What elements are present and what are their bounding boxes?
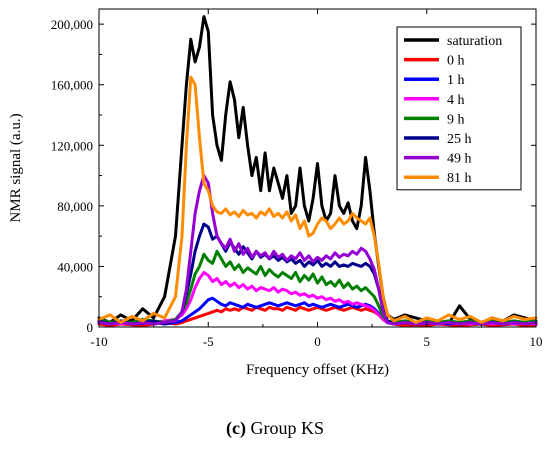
- series-line-5: [97, 222, 538, 326]
- y-tick-label: 80,000: [57, 199, 93, 214]
- caption-text: Group KS: [245, 418, 324, 438]
- series-line-0: [97, 15, 538, 326]
- legend-label-7: 81 h: [447, 171, 472, 186]
- y-tick-label: 40,000: [57, 259, 93, 274]
- legend-box: [396, 26, 522, 191]
- legend-label-5: 25 h: [447, 132, 472, 147]
- y-tick-label: 120,000: [51, 138, 93, 153]
- legend-label-0: saturation: [447, 34, 502, 49]
- x-axis-title: Frequency offset (KHz): [246, 362, 389, 378]
- legend-label-3: 4 h: [447, 93, 465, 108]
- y-tick-label: 200,000: [51, 17, 93, 32]
- x-tick-label: 0: [314, 334, 321, 349]
- caption-label: (c): [226, 418, 246, 438]
- series-line-1: [97, 305, 538, 327]
- legend-label-2: 1 h: [447, 73, 465, 88]
- legend-label-4: 9 h: [447, 112, 465, 127]
- figure-caption: (c) Group KS: [0, 418, 550, 439]
- chart: -10 -5 0 5 10 0 40,000 80,000 120,000 160,000 200,…: [8, 8, 543, 378]
- series-line-4: [97, 249, 538, 324]
- series-line-7: [97, 75, 538, 324]
- plot-lines: [97, 15, 538, 327]
- x-tick-label: 10: [530, 334, 543, 349]
- axes: -10 -5 0 5 10 0 40,000 80,000 120,000 160,000 200,…: [51, 9, 543, 349]
- x-tick-label: 5: [424, 334, 431, 349]
- x-tick-label: -10: [90, 334, 107, 349]
- y-tick-label: 160,000: [51, 78, 93, 93]
- series-line-6: [97, 174, 538, 326]
- x-tick-label: -5: [203, 334, 214, 349]
- legend-label-6: 49 h: [447, 152, 472, 167]
- y-axis-title: NMR signal (a.u.): [8, 113, 24, 222]
- y-tick-label: 0: [87, 320, 94, 335]
- legend-label-1: 0 h: [447, 54, 465, 69]
- legend: saturation 0 h 1 h 4 h 9 h 25 h 49 h 81 h: [396, 26, 522, 191]
